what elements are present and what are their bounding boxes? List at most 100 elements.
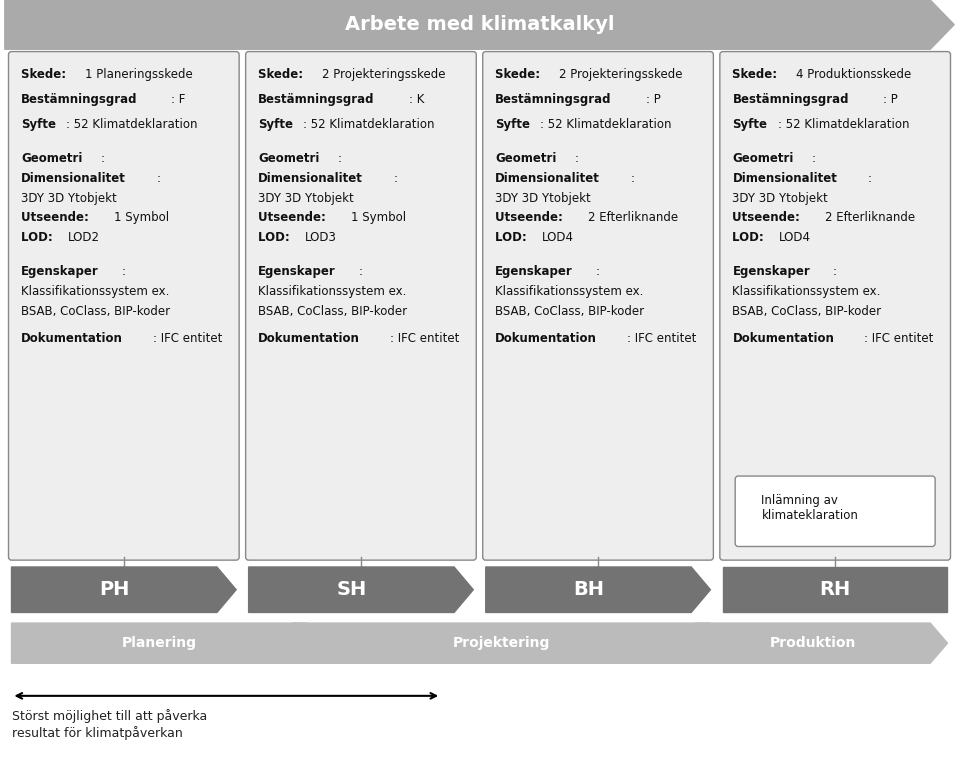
Text: Skede:: Skede: [21,68,70,81]
Text: Inlämning av
klimateklaration: Inlämning av klimateklaration [761,494,858,522]
FancyBboxPatch shape [246,52,477,560]
Polygon shape [5,0,954,49]
Text: LOD:: LOD: [733,231,768,244]
Text: Geometri: Geometri [495,152,556,165]
Polygon shape [485,567,711,612]
Text: Dokumentation: Dokumentation [258,332,360,345]
Text: LOD4: LOD4 [779,231,810,244]
Text: Geometri: Geometri [21,152,82,165]
Text: 1 Symbol: 1 Symbol [351,211,407,224]
Text: Dokumentation: Dokumentation [495,332,597,345]
Text: 3DY 3D Ytobjekt: 3DY 3D Ytobjekt [258,192,354,205]
Text: :: : [338,152,341,165]
Text: Skede:: Skede: [733,68,782,81]
Text: Bestämningsgrad: Bestämningsgrad [733,93,849,106]
Text: Utseende:: Utseende: [733,211,805,224]
Text: Dimensionalitet: Dimensionalitet [21,172,126,185]
FancyBboxPatch shape [482,52,713,560]
Text: Bestämningsgrad: Bestämningsgrad [21,93,137,106]
Text: Dokumentation: Dokumentation [733,332,834,345]
Polygon shape [723,567,947,612]
Text: 3DY 3D Ytobjekt: 3DY 3D Ytobjekt [21,192,117,205]
Text: Dimensionalitet: Dimensionalitet [258,172,363,185]
Polygon shape [12,623,324,663]
Polygon shape [695,623,947,663]
Text: BSAB, CoClass, BIP-koder: BSAB, CoClass, BIP-koder [733,305,881,318]
Text: PH: PH [99,580,129,600]
Text: BSAB, CoClass, BIP-koder: BSAB, CoClass, BIP-koder [258,305,408,318]
Text: Skede:: Skede: [495,68,545,81]
Text: :: : [359,265,363,278]
Text: : 52 Klimatdeklaration: : 52 Klimatdeklaration [66,118,198,131]
FancyBboxPatch shape [736,476,935,547]
Text: 1 Symbol: 1 Symbol [114,211,169,224]
Text: Klassifikationssystem ex.: Klassifikationssystem ex. [495,285,643,298]
Text: : F: : F [172,93,186,106]
Text: Syfte: Syfte [21,118,56,131]
Text: : 52 Klimatdeklaration: : 52 Klimatdeklaration [778,118,909,131]
Text: SH: SH [337,580,366,600]
Text: : IFC entitet: : IFC entitet [627,332,696,345]
Text: 3DY 3D Ytobjekt: 3DY 3D Ytobjekt [495,192,591,205]
FancyBboxPatch shape [720,52,950,560]
Text: : P: : P [882,93,898,106]
Text: :: : [596,265,599,278]
Text: RH: RH [820,580,851,600]
Text: : 52 Klimatdeklaration: : 52 Klimatdeklaration [303,118,434,131]
Text: Dokumentation: Dokumentation [21,332,123,345]
Text: : 52 Klimatdeklaration: : 52 Klimatdeklaration [541,118,672,131]
Text: 1 Planeringsskede: 1 Planeringsskede [84,68,193,81]
Text: Egenskaper: Egenskaper [258,265,336,278]
Text: LOD:: LOD: [495,231,531,244]
Text: :: : [811,152,816,165]
Text: Arbete med klimatkalkyl: Arbete med klimatkalkyl [344,15,615,34]
Text: Utseende:: Utseende: [495,211,568,224]
Text: 2 Projekteringsskede: 2 Projekteringsskede [322,68,445,81]
Text: LOD2: LOD2 [67,231,100,244]
Text: Egenskaper: Egenskaper [733,265,810,278]
Text: Egenskaper: Egenskaper [21,265,99,278]
Text: Geometri: Geometri [258,152,319,165]
Text: :: : [832,265,837,278]
Text: Klassifikationssystem ex.: Klassifikationssystem ex. [258,285,407,298]
Text: LOD3: LOD3 [305,231,337,244]
Text: Planering: Planering [122,636,197,650]
Text: Bestämningsgrad: Bestämningsgrad [258,93,375,106]
Text: Bestämningsgrad: Bestämningsgrad [495,93,612,106]
Text: 4 Produktionsskede: 4 Produktionsskede [796,68,911,81]
Polygon shape [292,623,727,663]
Text: Klassifikationssystem ex.: Klassifikationssystem ex. [733,285,880,298]
Text: Dimensionalitet: Dimensionalitet [733,172,837,185]
Text: BSAB, CoClass, BIP-koder: BSAB, CoClass, BIP-koder [21,305,171,318]
Text: : IFC entitet: : IFC entitet [389,332,459,345]
Text: 2 Projekteringsskede: 2 Projekteringsskede [559,68,683,81]
Text: Störst möjlighet till att påverka
resultat för klimatpåverkan: Störst möjlighet till att påverka result… [12,709,207,740]
Text: LOD:: LOD: [258,231,294,244]
Text: Egenskaper: Egenskaper [495,265,573,278]
Text: : P: : P [645,93,661,106]
Text: : IFC entitet: : IFC entitet [152,332,222,345]
Text: :: : [101,152,105,165]
Text: :: : [574,152,578,165]
Text: BSAB, CoClass, BIP-koder: BSAB, CoClass, BIP-koder [495,305,644,318]
Text: LOD4: LOD4 [542,231,573,244]
Text: 3DY 3D Ytobjekt: 3DY 3D Ytobjekt [733,192,829,205]
Text: BH: BH [573,580,604,600]
Text: :: : [393,172,398,185]
Polygon shape [12,567,236,612]
Text: 2 Efterliknande: 2 Efterliknande [588,211,678,224]
Text: Syfte: Syfte [495,118,530,131]
Text: :: : [122,265,126,278]
FancyBboxPatch shape [9,52,239,560]
Text: :: : [868,172,872,185]
Text: Utseende:: Utseende: [21,211,93,224]
Text: Klassifikationssystem ex.: Klassifikationssystem ex. [21,285,170,298]
Text: 2 Efterliknande: 2 Efterliknande [826,211,916,224]
Text: : K: : K [409,93,424,106]
Text: :: : [156,172,160,185]
Polygon shape [248,567,474,612]
Text: Syfte: Syfte [258,118,293,131]
Text: Projektering: Projektering [453,636,550,650]
Text: Geometri: Geometri [733,152,794,165]
Text: LOD:: LOD: [21,231,57,244]
